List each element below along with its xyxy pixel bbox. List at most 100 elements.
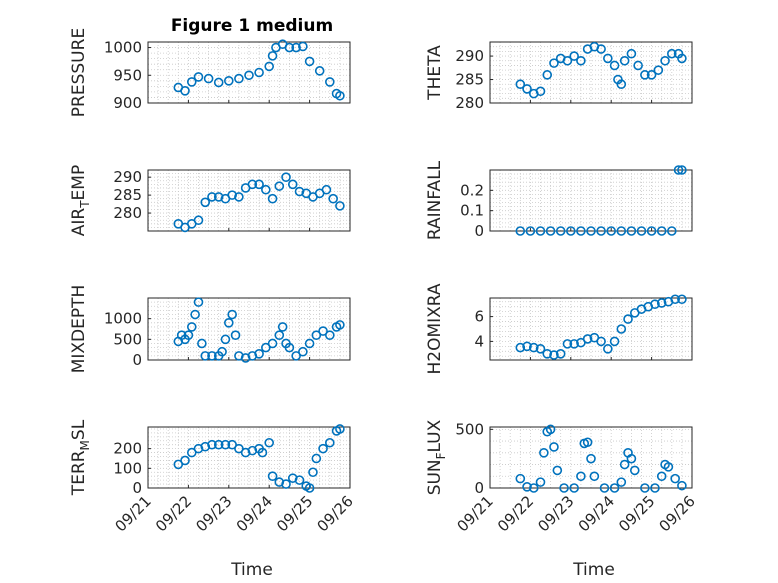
data-point: [298, 346, 308, 357]
data-point: [267, 471, 278, 481]
grid-rainfall: [489, 169, 693, 232]
data-point: [261, 342, 271, 353]
data-point: [281, 479, 291, 489]
data-point: [254, 179, 264, 190]
axes-box-air_temp: [147, 169, 351, 232]
data-point: [535, 86, 546, 97]
data-point: [193, 215, 204, 226]
data-point: [247, 179, 258, 190]
series-theta: [515, 41, 687, 99]
y-axis-label-sun_flux: SUNFLUX: [425, 419, 448, 495]
data-point: [200, 197, 211, 208]
series-mixdepth: [173, 297, 345, 363]
data-point: [207, 351, 217, 361]
data-point: [596, 226, 606, 236]
data-point: [549, 350, 559, 360]
data-point: [606, 226, 617, 236]
data-point: [677, 480, 687, 491]
data-point: [240, 447, 251, 458]
y-tick-label: 200: [113, 440, 142, 458]
axes-box-theta: [489, 41, 693, 104]
data-point: [281, 172, 291, 182]
data-point: [203, 73, 214, 84]
data-point: [318, 443, 328, 454]
data-point: [234, 192, 244, 202]
y-tick-label: 900: [113, 94, 142, 112]
data-point: [193, 443, 204, 454]
y-axis-label-pressure: PRESSURE: [69, 28, 89, 117]
data-point: [193, 297, 204, 307]
data-point: [576, 226, 586, 236]
data-point: [314, 66, 325, 76]
data-point: [324, 330, 335, 341]
panel-sun_flux: 0 500 SUNFLUX 09/2109/2209/2309/2409/2509/2…: [425, 419, 699, 535]
y-tick-label: 0: [132, 351, 142, 369]
y-tick-label: 280: [113, 204, 142, 222]
data-point: [515, 473, 526, 484]
data-point: [555, 348, 566, 359]
data-point: [220, 334, 231, 345]
data-point: [626, 226, 637, 236]
y-tick-label: 0: [132, 479, 142, 497]
data-point: [180, 455, 190, 466]
series-terr_msl: [173, 424, 345, 493]
x-tick-label: 09/25: [273, 492, 316, 535]
data-point: [599, 483, 610, 493]
axes-box-h2omixra: [489, 297, 693, 361]
data-point: [321, 184, 332, 195]
data-point: [190, 309, 200, 320]
data-point: [311, 453, 322, 464]
data-point: [193, 72, 204, 82]
data-point: [213, 77, 224, 88]
data-point: [559, 483, 569, 493]
data-point: [677, 294, 687, 305]
data-point: [552, 465, 563, 476]
figure-title: Figure 1 medium: [171, 16, 333, 36]
data-point: [257, 447, 268, 458]
data-point: [284, 42, 295, 53]
data-point: [304, 56, 315, 67]
data-point: [535, 477, 546, 487]
data-point: [528, 342, 539, 353]
data-point: [254, 67, 264, 78]
data-point: [609, 60, 620, 71]
x-axis-label-right: Time: [572, 560, 615, 580]
x-tick-label: 09/21: [454, 492, 497, 535]
y-axis-label-theta: THETA: [425, 45, 445, 101]
data-point: [274, 477, 285, 487]
data-point: [525, 226, 536, 236]
y-tick-label: 0: [474, 222, 484, 240]
data-point: [640, 483, 650, 493]
y-tick-label: 290: [455, 47, 484, 65]
data-point: [565, 226, 576, 236]
data-point: [636, 226, 647, 236]
data-point: [569, 339, 579, 349]
data-point: [304, 338, 315, 349]
data-point: [200, 441, 211, 452]
y-tick-label: 1000: [104, 310, 142, 328]
data-point: [677, 165, 687, 175]
data-point: [304, 483, 315, 493]
data-point: [180, 86, 190, 96]
x-tick-label: 09/22: [494, 492, 537, 535]
data-point: [267, 193, 278, 204]
x-tick-label: 09/23: [534, 492, 577, 535]
y-axis-label-rainfall: RAINFALL: [425, 160, 445, 240]
axes-box-terr_msl: [147, 426, 351, 489]
data-point: [294, 186, 305, 197]
data-point: [234, 73, 244, 84]
data-point: [545, 226, 556, 236]
panel-mixdepth: 0 500 1000 MIXDEPTH: [69, 285, 351, 373]
data-point: [663, 462, 674, 472]
data-point: [522, 341, 532, 352]
data-point: [555, 226, 566, 236]
data-point: [535, 226, 546, 236]
data-point: [586, 453, 596, 464]
panel-pressure: 900 950 1000 PRESSURE: [69, 28, 351, 117]
data-point: [264, 437, 275, 448]
data-point: [677, 53, 687, 64]
data-point: [186, 322, 197, 332]
axes-box-pressure: [147, 41, 351, 104]
series-air_temp: [173, 172, 345, 233]
